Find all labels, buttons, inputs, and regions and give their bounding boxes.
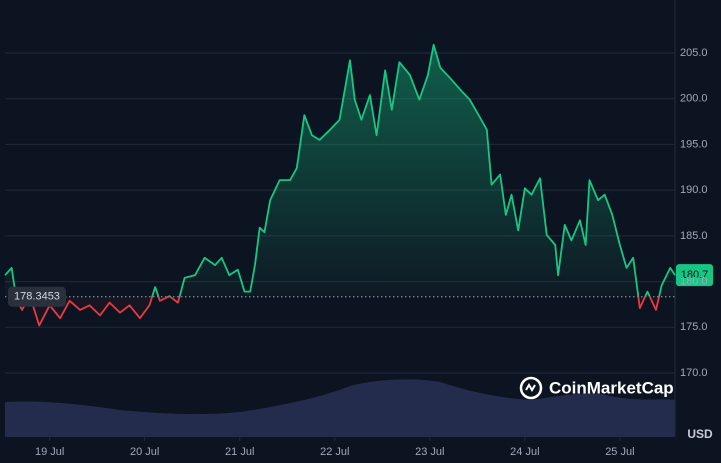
current-price-label: 180.7 bbox=[681, 269, 709, 281]
baseline-label-box bbox=[8, 286, 66, 307]
watermark: CoinMarketCap bbox=[519, 376, 674, 400]
y-tick-label: 190.0 bbox=[680, 184, 708, 196]
x-tick-label: 20 Jul bbox=[130, 446, 159, 458]
watermark-text: CoinMarketCap bbox=[549, 378, 674, 397]
logo-mark bbox=[525, 383, 536, 392]
y-tick-label: 200.0 bbox=[680, 93, 708, 105]
price-line bbox=[4, 43, 676, 327]
x-tick-label: 23 Jul bbox=[415, 446, 444, 458]
x-tick-label: 22 Jul bbox=[320, 446, 349, 458]
baseline-label: 178.3453 bbox=[14, 291, 60, 303]
x-tick-label: 24 Jul bbox=[510, 446, 539, 458]
y-tick-label: 170.0 bbox=[680, 367, 708, 379]
y-tick-label: 185.0 bbox=[680, 230, 708, 242]
y-tick-label: 175.0 bbox=[680, 321, 708, 333]
price-area bbox=[5, 44, 675, 326]
y-tick-label: 180.0 bbox=[680, 275, 708, 287]
data-layer: 178.3453 180.7 bbox=[4, 43, 713, 327]
currency-label: USD bbox=[687, 427, 713, 441]
volume-area bbox=[5, 379, 675, 437]
y-tick-label: 195.0 bbox=[680, 138, 708, 150]
logo bbox=[519, 376, 543, 400]
x-tick-label: 25 Jul bbox=[605, 446, 634, 458]
x-tick-label: 19 Jul bbox=[35, 446, 64, 458]
x-tick-label: 21 Jul bbox=[225, 446, 254, 458]
current-price-box bbox=[676, 264, 713, 287]
y-tick-label: 205.0 bbox=[680, 47, 708, 59]
